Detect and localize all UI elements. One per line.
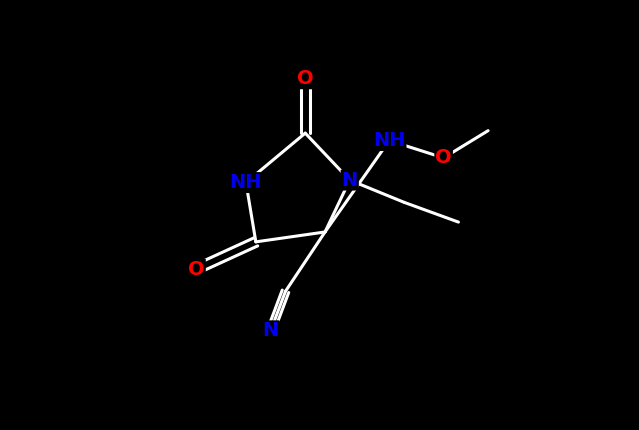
Text: O: O <box>435 148 452 167</box>
Text: O: O <box>435 148 452 167</box>
Text: NH: NH <box>373 131 406 150</box>
Text: N: N <box>342 171 358 190</box>
Text: NH: NH <box>229 173 262 192</box>
Text: N: N <box>342 171 358 190</box>
Text: O: O <box>297 69 314 88</box>
Text: O: O <box>189 260 205 279</box>
Text: N: N <box>263 321 279 340</box>
Text: NH: NH <box>229 173 262 192</box>
Text: N: N <box>263 321 279 340</box>
Text: O: O <box>189 260 205 279</box>
Text: O: O <box>297 69 314 88</box>
Text: NH: NH <box>373 131 406 150</box>
